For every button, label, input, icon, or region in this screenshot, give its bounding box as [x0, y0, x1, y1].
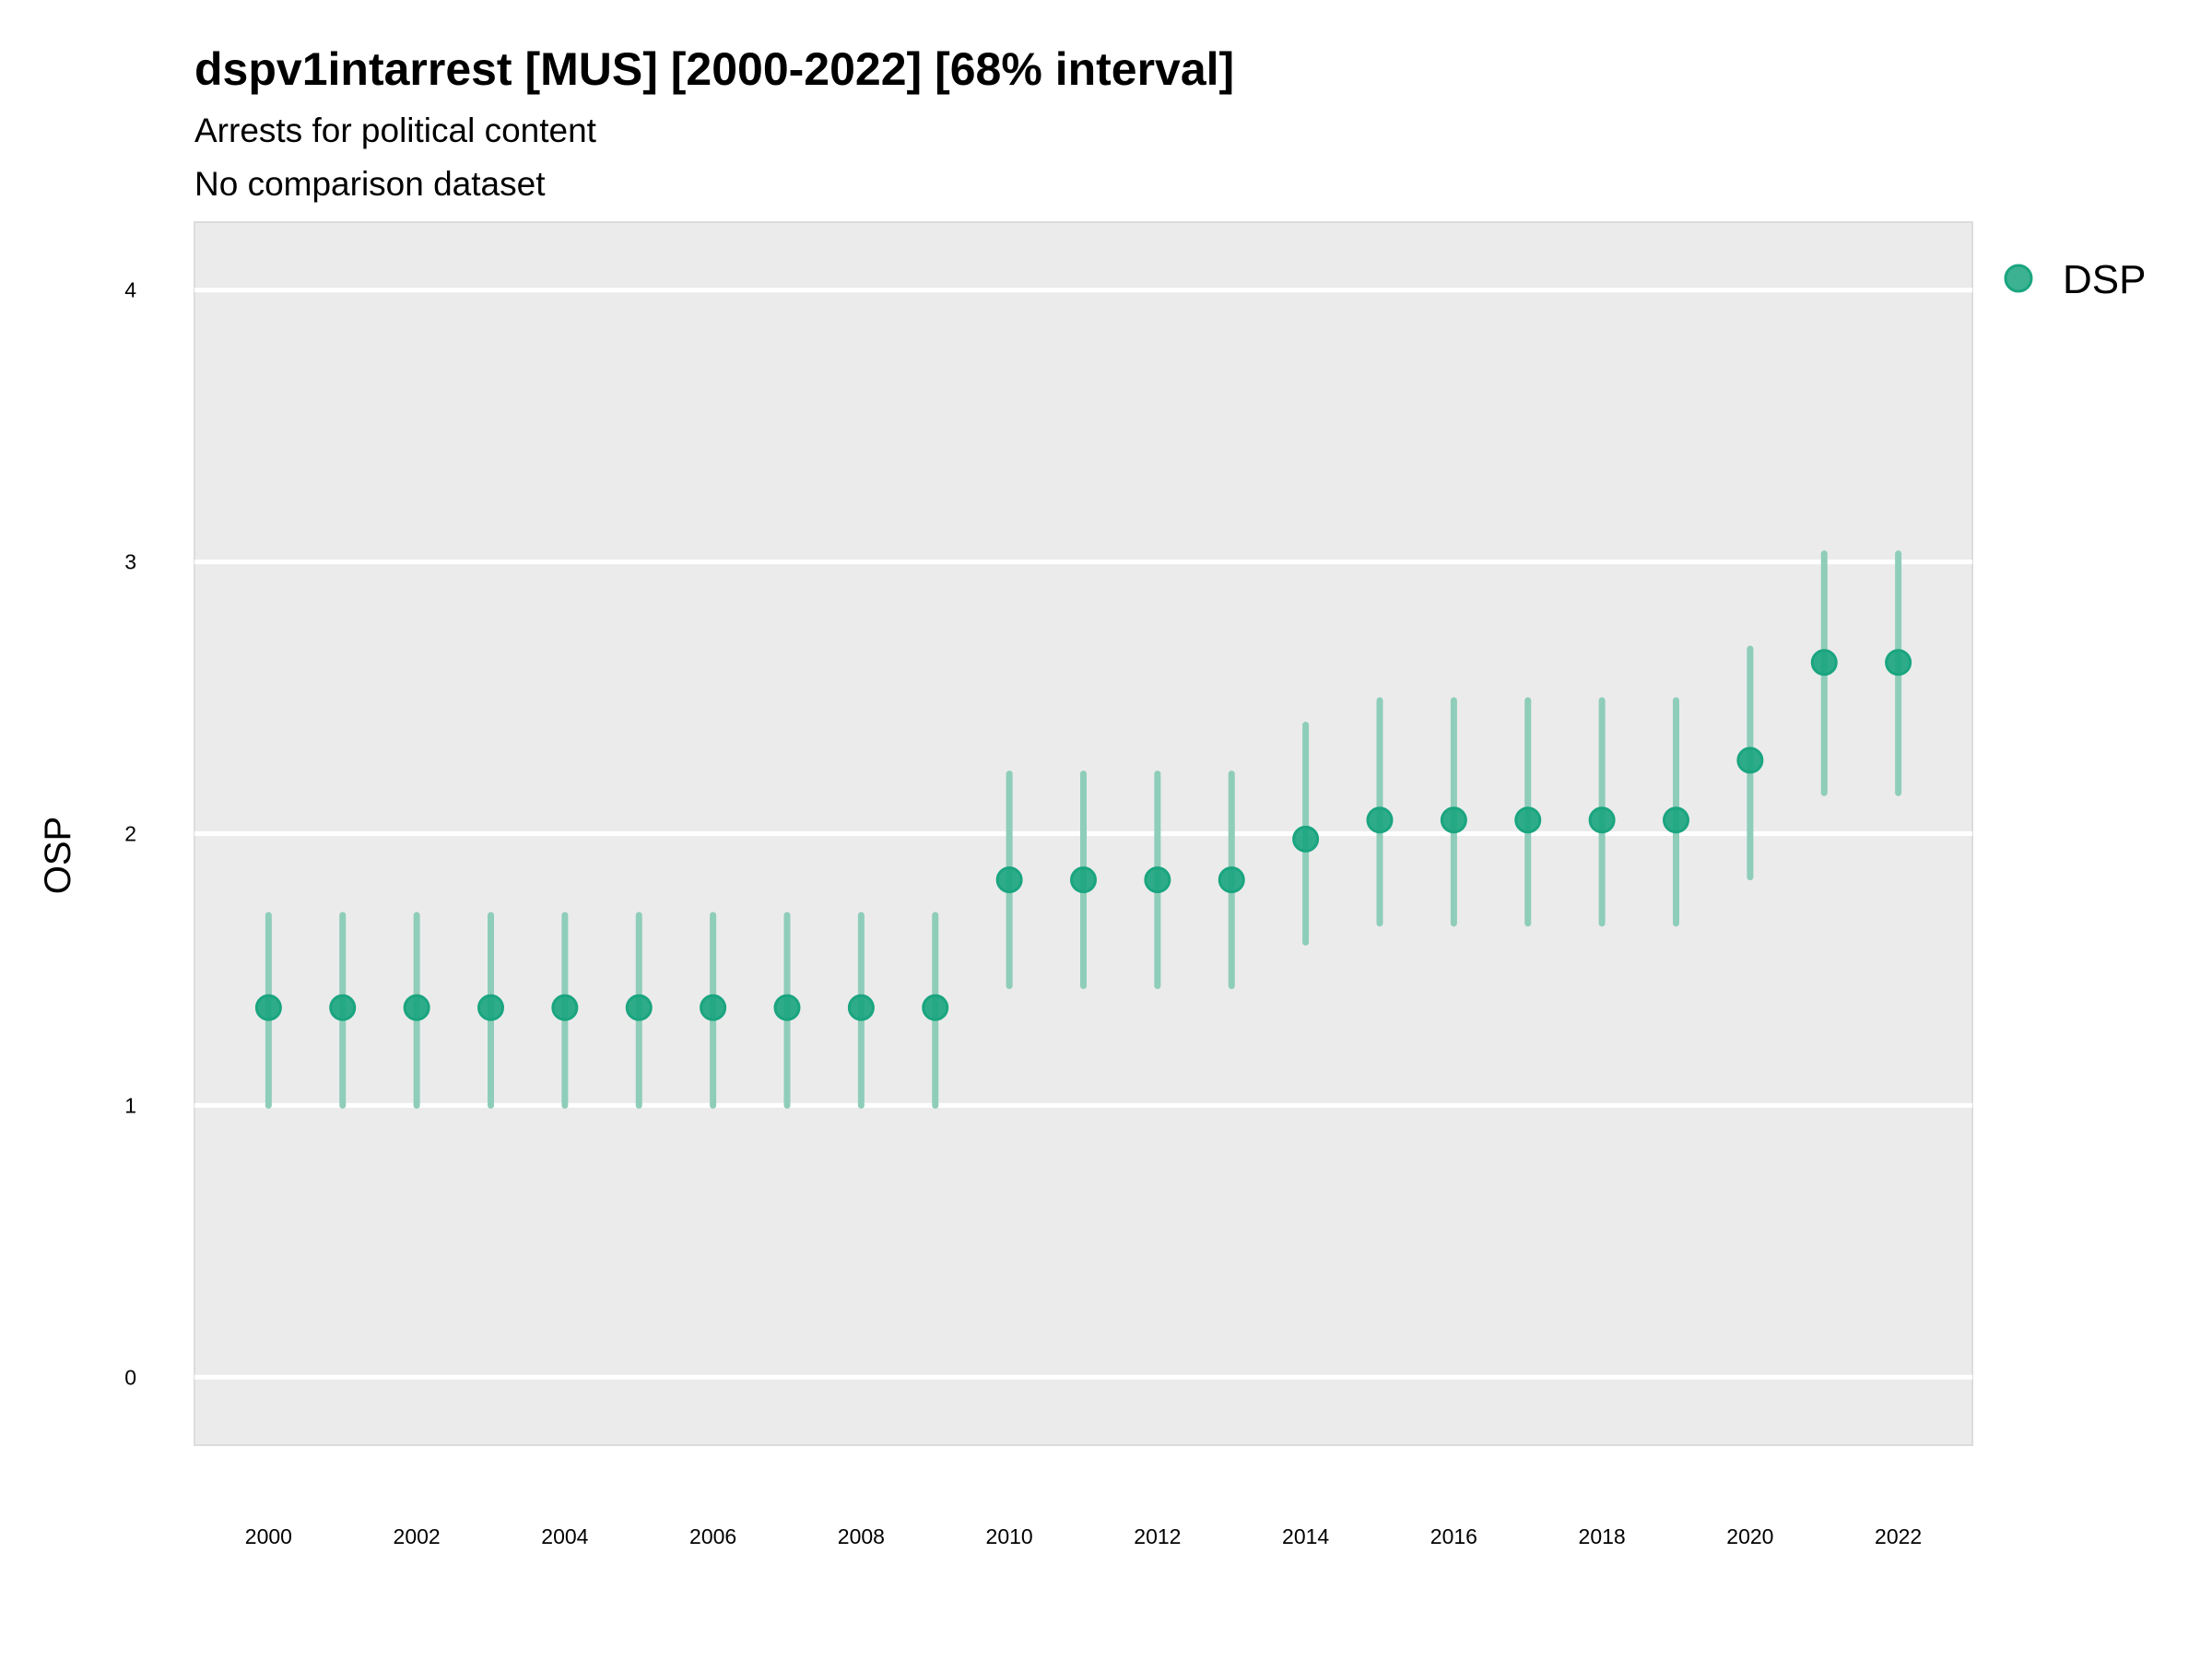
- y-axis-label: OSP: [38, 817, 78, 894]
- legend-marker: [2004, 264, 2033, 293]
- data-point: [625, 994, 653, 1021]
- chart-title: dspv1intarrest [MUS] [2000-2022] [68% in…: [194, 43, 1234, 95]
- data-point: [1736, 747, 1764, 774]
- data-point: [329, 994, 357, 1021]
- data-point: [1810, 649, 1838, 677]
- data-point: [254, 994, 282, 1021]
- data-point: [1440, 806, 1467, 834]
- data-point: [1366, 806, 1394, 834]
- x-tick-label: 2022: [1875, 1524, 1922, 1548]
- data-point: [1144, 866, 1171, 894]
- x-tick-label: 2010: [986, 1524, 1033, 1548]
- x-tick-label: 2008: [838, 1524, 885, 1548]
- data-point: [922, 994, 949, 1021]
- x-tick-label: 2006: [689, 1524, 736, 1548]
- x-tick-label: 2020: [1726, 1524, 1773, 1548]
- y-tick-label: 3: [124, 550, 136, 574]
- data-point: [1292, 825, 1320, 853]
- x-tick-label: 2018: [1579, 1524, 1626, 1548]
- y-tick-label: 2: [124, 822, 136, 846]
- data-point: [403, 994, 430, 1021]
- data-point: [847, 994, 875, 1021]
- data-point: [551, 994, 579, 1021]
- x-tick-label: 2012: [1134, 1524, 1181, 1548]
- data-point: [1070, 866, 1097, 894]
- data-point: [1218, 866, 1245, 894]
- chart-caption: No comparison dataset: [194, 165, 546, 203]
- data-point: [773, 994, 801, 1021]
- x-tick-label: 2004: [541, 1524, 588, 1548]
- x-tick-label: 2014: [1282, 1524, 1329, 1548]
- y-tick-label: 4: [124, 278, 136, 302]
- data-point: [1588, 806, 1616, 834]
- data-point: [477, 994, 504, 1021]
- chart-subtitle: Arrests for political content: [194, 112, 597, 149]
- legend-label: DSP: [2063, 257, 2146, 302]
- data-point: [1885, 649, 1912, 677]
- y-tick-label: 0: [124, 1365, 136, 1389]
- data-point: [1514, 806, 1542, 834]
- x-tick-label: 2016: [1430, 1524, 1477, 1548]
- x-tick-label: 2002: [394, 1524, 441, 1548]
- data-point: [700, 994, 727, 1021]
- x-tick-label: 2000: [245, 1524, 292, 1548]
- data-point: [995, 866, 1023, 894]
- legend: DSP: [2004, 257, 2146, 302]
- y-tick-label: 1: [124, 1093, 136, 1117]
- data-point: [1663, 806, 1689, 834]
